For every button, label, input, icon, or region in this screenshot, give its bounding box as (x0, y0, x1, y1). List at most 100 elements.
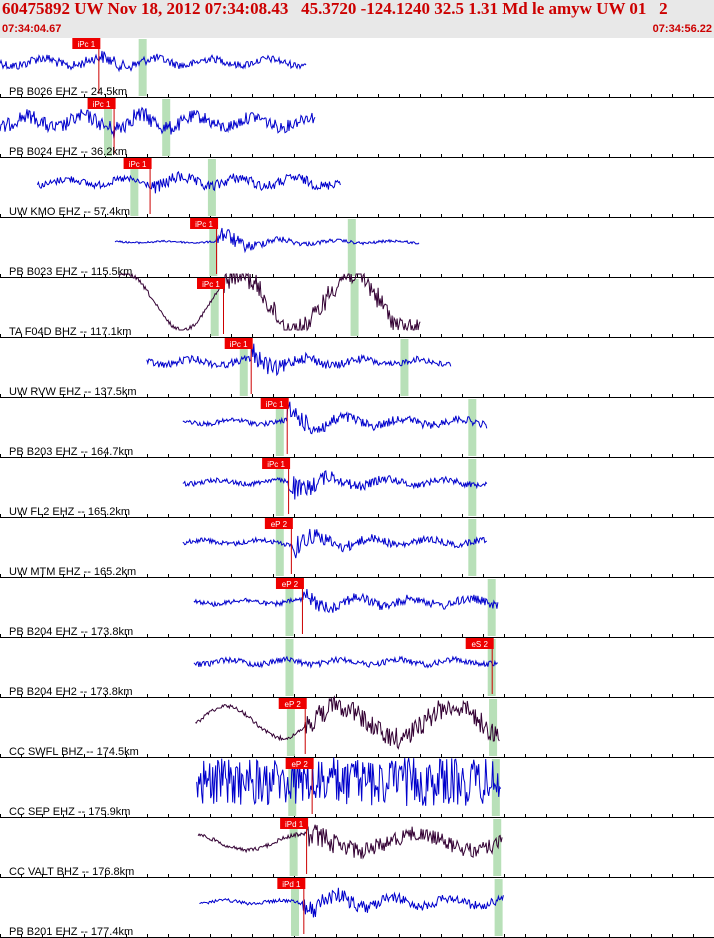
window-band (275, 459, 284, 516)
waveform-trace (0, 50, 307, 73)
window-band (162, 99, 171, 156)
window-band (487, 579, 496, 636)
pick-box (224, 338, 253, 349)
waveform-trace (193, 589, 499, 614)
window-band (468, 459, 477, 516)
pick-label: iPc 1 (267, 460, 285, 469)
pick-label: iPd 1 (282, 880, 301, 889)
window-band (489, 699, 498, 756)
trace-panel: iPc 1 PB B203 EHZ -- 164.7km (0, 398, 714, 458)
waveform-trace (0, 106, 316, 139)
trace-panel: iPc 1 UW RVW EHZ -- 137.5km (0, 338, 714, 398)
pick-label: iPc 1 (129, 160, 147, 169)
window-band (291, 879, 300, 936)
station-label: PB B203 EHZ -- 164.7km (9, 446, 133, 458)
window-band (468, 519, 477, 576)
pick-marker: iPc 1 (196, 278, 225, 334)
window-band (494, 879, 503, 936)
window-band (275, 399, 284, 456)
waveform-trace (196, 757, 502, 807)
waveform-trace (146, 343, 452, 377)
pick-label: iPd 1 (285, 820, 304, 829)
waveform-trace (36, 170, 341, 194)
window-band (289, 819, 298, 876)
pick-label: iPc 1 (230, 340, 248, 349)
window-band (138, 39, 147, 96)
waveform-trace (182, 401, 488, 435)
pick-box (196, 278, 225, 289)
pick-marker: iPc 1 (190, 218, 219, 274)
window-band (239, 339, 248, 396)
header-bar: 60475892 UW Nov 18, 2012 07:34:08.43 45.… (0, 0, 714, 38)
pick-marker: iPc 1 (123, 158, 152, 214)
trace-panel: iPd 1 CC VALT BHZ -- 176.8km (0, 818, 714, 878)
waveform-trace (195, 695, 500, 750)
station-label: CC VALT BHZ -- 176.8km (9, 866, 134, 878)
pick-box (264, 518, 293, 529)
window-band (350, 279, 359, 336)
time-start-label: 07:34:04.67 (2, 23, 62, 35)
waveform-trace (182, 470, 488, 500)
window-band (468, 399, 477, 456)
pick-label: eS 2 (471, 640, 488, 649)
trace-panel: eP 2 CC SWFL BHZ -- 174.5km (0, 695, 714, 758)
pick-label: iPc 1 (202, 280, 220, 289)
station-label: UW MTM EHZ -- 165.2km (9, 566, 136, 578)
pick-marker: iPc 1 (72, 38, 101, 94)
window-band (288, 759, 297, 816)
station-label: PB B024 EHZ -- 36.2km (9, 146, 127, 158)
waveform-trace (193, 655, 499, 669)
event-title: 60475892 UW Nov 18, 2012 07:34:08.43 45.… (2, 0, 668, 18)
window-band (207, 159, 216, 216)
pick-label: eP 2 (282, 580, 299, 589)
pick-label: iPc 1 (195, 220, 213, 229)
station-label: UW RVW EHZ -- 137.5km (9, 386, 137, 398)
pick-box (87, 98, 116, 109)
pick-label: eP 2 (291, 760, 308, 769)
pick-marker: eP 2 (275, 578, 304, 634)
window-band (285, 579, 294, 636)
pick-marker: iPc 1 (260, 398, 289, 454)
window-band (210, 279, 219, 336)
trace-panel: eS 2 PB B204 EH2 -- 173.8km (0, 638, 714, 698)
station-label: TA F04D BHZ -- 117.1km (9, 326, 131, 338)
station-label: CC SWFL BHZ -- 174.5km (9, 746, 139, 758)
pick-marker: eP 2 (285, 758, 314, 814)
trace-panel: iPc 1 PB B024 EHZ -- 36.2km (0, 98, 714, 158)
trace-panel: eP 2 UW MTM EHZ -- 165.2km (0, 518, 714, 578)
pick-marker: eP 2 (278, 698, 307, 754)
station-label: PB B026 EHZ -- 24.5km (9, 86, 127, 98)
pick-label: iPc 1 (77, 40, 95, 49)
trace-panel: eP 2 CC SEP EHZ -- 175.9km (0, 757, 714, 818)
trace-panel: iPc 1 PB B026 EHZ -- 24.5km (0, 38, 714, 98)
station-label: PB B204 EH2 -- 173.8km (9, 686, 133, 698)
pick-marker: iPc 1 (87, 98, 116, 154)
pick-box (123, 158, 152, 169)
window-band (209, 219, 218, 276)
pick-box (262, 458, 291, 469)
pick-label: eP 2 (271, 520, 288, 529)
pick-marker: iPd 1 (280, 818, 309, 874)
window-band (493, 819, 502, 876)
pick-label: iPc 1 (93, 100, 111, 109)
station-label: PB B023 EHZ -- 115.5km (9, 266, 132, 278)
window-band (347, 219, 356, 276)
pick-box (280, 818, 309, 829)
trace-panel: iPd 1 PB B201 EHZ -- 177.4km (0, 878, 714, 938)
waveform-trace (182, 528, 488, 559)
pick-box (190, 218, 219, 229)
pick-marker: eS 2 (465, 638, 494, 694)
waveform-trace (118, 272, 421, 332)
window-band (275, 519, 284, 576)
window-band (286, 699, 295, 756)
pick-box (278, 698, 307, 709)
waveform-trace (197, 824, 503, 860)
station-label: UW KMO EHZ -- 57.4km (9, 206, 130, 218)
pick-marker: iPc 1 (224, 338, 253, 394)
window-band (285, 639, 294, 696)
trace-panel: eP 2 PB B204 EHZ -- 173.8km (0, 578, 714, 638)
trace-panel: iPc 1 TA F04D BHZ -- 117.1km (0, 272, 714, 338)
station-label: UW FL2 EHZ -- 165.2km (9, 506, 130, 518)
pick-box (275, 578, 304, 589)
